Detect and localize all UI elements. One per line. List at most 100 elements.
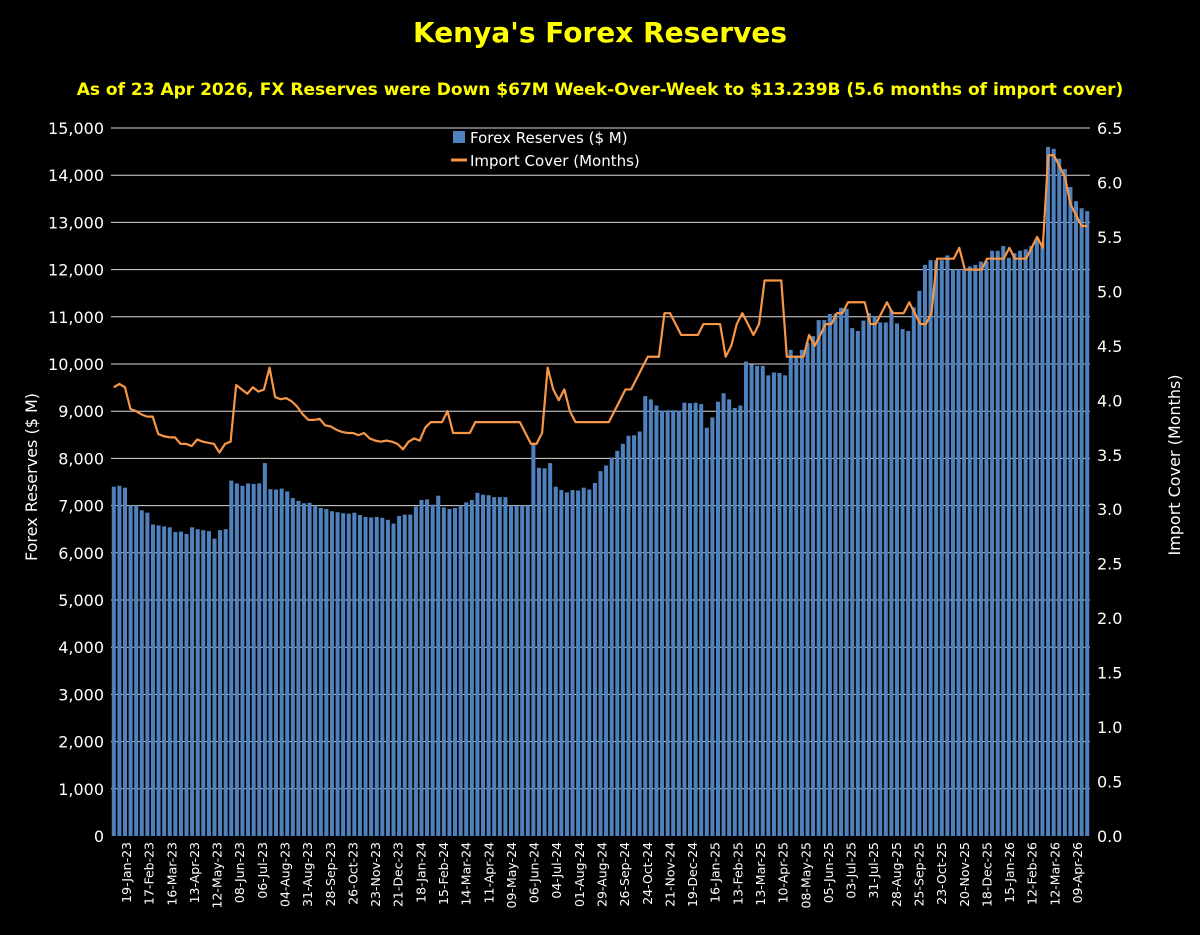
bar bbox=[928, 260, 933, 836]
x-tick-label: 23-Oct-25 bbox=[934, 842, 949, 905]
right-tick-label: 0.5 bbox=[1097, 773, 1122, 792]
bar bbox=[906, 330, 911, 836]
right-tick-label: 4.0 bbox=[1097, 391, 1122, 410]
bar bbox=[436, 495, 441, 836]
right-tick-label: 3.5 bbox=[1097, 446, 1122, 465]
bar bbox=[878, 322, 883, 837]
bar bbox=[682, 402, 687, 836]
x-tick-label: 04-Aug-23 bbox=[278, 842, 293, 907]
x-tick-label: 19-Jan-23 bbox=[119, 842, 134, 903]
bar bbox=[536, 467, 541, 836]
left-tick-label: 8,000 bbox=[58, 449, 104, 468]
right-tick-label: 0.0 bbox=[1097, 827, 1122, 846]
bar bbox=[632, 435, 637, 836]
x-tick-label: 19-Dec-24 bbox=[685, 842, 700, 907]
bar bbox=[464, 502, 469, 836]
right-tick-label: 4.5 bbox=[1097, 337, 1122, 356]
bar bbox=[195, 529, 200, 836]
bar bbox=[715, 401, 720, 836]
bar bbox=[626, 435, 631, 836]
bar bbox=[313, 505, 318, 836]
left-tick-label: 10,000 bbox=[48, 355, 104, 374]
x-tick-label: 13-Apr-23 bbox=[187, 842, 202, 903]
bar bbox=[1062, 169, 1067, 836]
bar bbox=[162, 526, 167, 836]
bar bbox=[279, 488, 284, 836]
x-tick-label: 15-Jan-26 bbox=[1002, 842, 1017, 903]
bar bbox=[486, 495, 491, 836]
bar bbox=[425, 499, 430, 836]
bar bbox=[307, 502, 312, 836]
x-tick-label: 16-Mar-23 bbox=[164, 842, 179, 906]
bar bbox=[1018, 250, 1023, 837]
legend-swatch-forex-reserves bbox=[453, 131, 465, 143]
x-tick-label: 26-Sep-24 bbox=[617, 842, 632, 906]
bar bbox=[374, 516, 379, 836]
bar bbox=[139, 510, 144, 836]
x-tick-label: 12-May-23 bbox=[210, 842, 225, 908]
bar bbox=[604, 465, 609, 836]
right-axis-label: Import Cover (Months) bbox=[1165, 374, 1184, 555]
bar bbox=[872, 316, 877, 836]
right-tick-label: 2.5 bbox=[1097, 555, 1122, 574]
bar bbox=[430, 504, 435, 836]
right-tick-label: 1.0 bbox=[1097, 718, 1122, 737]
bar bbox=[922, 264, 927, 836]
bar bbox=[917, 290, 922, 837]
bar bbox=[1074, 201, 1079, 836]
bar bbox=[699, 404, 704, 836]
bar bbox=[413, 506, 418, 836]
bar bbox=[184, 533, 189, 836]
line-series-import-cover bbox=[113, 154, 1088, 454]
bar bbox=[335, 512, 340, 836]
bar bbox=[391, 523, 396, 836]
x-tick-label: 23-Nov-23 bbox=[368, 842, 383, 907]
bar bbox=[531, 442, 536, 836]
bar bbox=[380, 517, 385, 836]
bar bbox=[246, 483, 251, 836]
bar bbox=[145, 512, 150, 836]
bar bbox=[660, 410, 665, 836]
right-tick-label: 3.0 bbox=[1097, 500, 1122, 519]
bar bbox=[274, 489, 279, 836]
bar bbox=[816, 320, 821, 837]
bar bbox=[492, 497, 497, 836]
bar bbox=[671, 410, 676, 836]
x-tick-label: 12-Feb-26 bbox=[1025, 842, 1040, 905]
bar bbox=[643, 396, 648, 836]
x-tick-label: 06-Jul-23 bbox=[255, 842, 270, 899]
bar bbox=[811, 336, 816, 836]
bar bbox=[178, 531, 183, 836]
bar bbox=[721, 393, 726, 836]
left-axis-label: Forex Reserves ($ M) bbox=[22, 393, 41, 561]
bar bbox=[1051, 148, 1056, 836]
bar bbox=[251, 483, 256, 836]
bar bbox=[525, 505, 530, 836]
bar bbox=[665, 410, 670, 836]
x-axis-ticks: 19-Jan-23 17-Feb-23 16-Mar-23 13-Apr-23 12-M… bbox=[119, 842, 1085, 909]
bar bbox=[223, 529, 228, 836]
bar bbox=[766, 375, 771, 836]
bar bbox=[855, 330, 860, 836]
bar bbox=[788, 349, 793, 836]
bar bbox=[581, 487, 586, 836]
x-tick-label: 31-Aug-23 bbox=[300, 842, 315, 907]
bar bbox=[419, 499, 424, 836]
bar bbox=[234, 483, 239, 836]
bar bbox=[201, 530, 206, 836]
bar bbox=[357, 515, 362, 836]
bar bbox=[150, 524, 155, 836]
bar bbox=[637, 431, 642, 836]
bar bbox=[156, 525, 161, 836]
bar bbox=[743, 361, 748, 836]
bar bbox=[1001, 246, 1006, 836]
x-tick-label: 16-Jan-25 bbox=[708, 842, 723, 903]
bar bbox=[598, 471, 603, 836]
left-tick-label: 0 bbox=[94, 827, 104, 846]
x-tick-label: 09-May-24 bbox=[504, 842, 519, 909]
bar bbox=[369, 517, 374, 836]
bar bbox=[1057, 158, 1062, 836]
bar bbox=[710, 417, 715, 836]
bar bbox=[822, 320, 827, 837]
x-tick-label: 20-Nov-25 bbox=[957, 842, 972, 907]
